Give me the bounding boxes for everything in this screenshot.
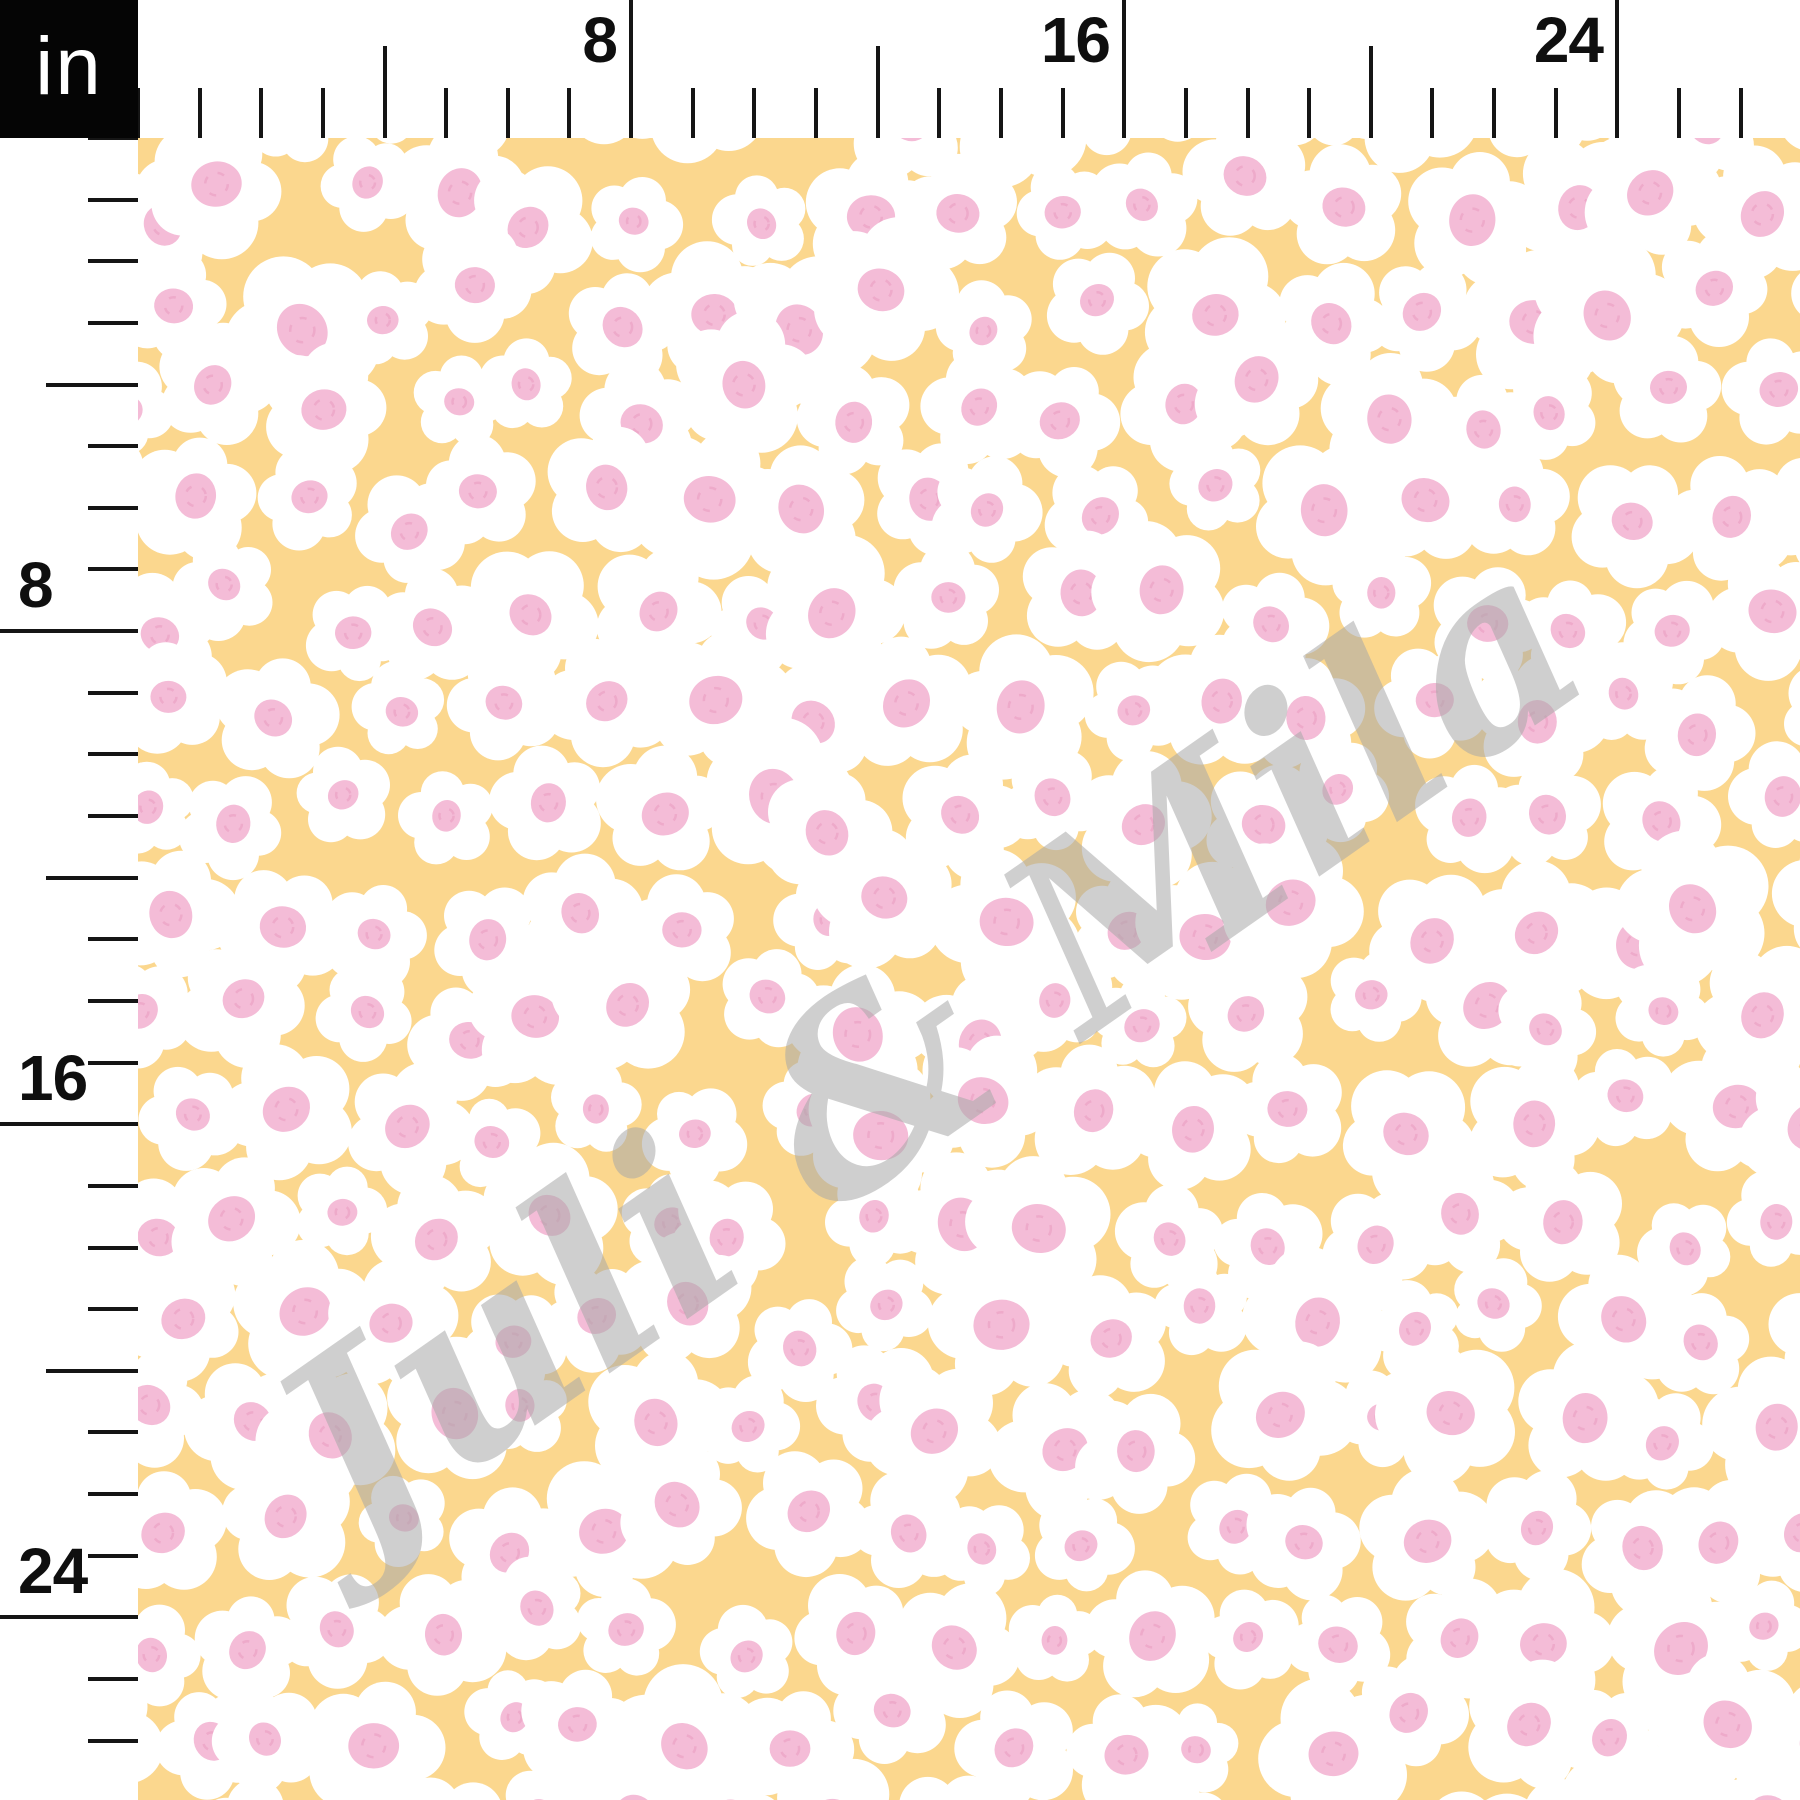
ruler-tick xyxy=(1246,88,1250,138)
ruler-tick xyxy=(1739,88,1743,138)
ruler-tick xyxy=(1554,88,1558,138)
ruler-tick xyxy=(198,88,202,138)
ruler-tick xyxy=(88,814,138,818)
ruler-vertical: 8 16 24 xyxy=(0,136,138,1800)
ruler-tick xyxy=(88,1739,138,1743)
ruler-tick xyxy=(88,444,138,448)
ruler-tick xyxy=(814,88,818,138)
ruler-label: 8 xyxy=(18,549,54,621)
ruler-tick xyxy=(88,567,138,571)
ruler-tick xyxy=(876,46,880,138)
ruler-label: 16 xyxy=(18,1042,88,1114)
ruler-tick xyxy=(46,383,138,387)
ruler-tick xyxy=(88,1677,138,1681)
ruler-label: 24 xyxy=(1533,4,1604,76)
ruler-tick xyxy=(88,1492,138,1496)
ruler-tick xyxy=(1184,88,1188,138)
ruler-tick xyxy=(444,88,448,138)
ruler-unit-box: in xyxy=(0,0,138,138)
ruler-tick xyxy=(88,1184,138,1188)
ruler-tick xyxy=(1369,46,1373,138)
ruler-tick xyxy=(88,691,138,695)
ruler-tick xyxy=(383,46,387,138)
ruler-tick xyxy=(1122,0,1126,138)
ruler-tick xyxy=(88,1430,138,1434)
ruler-tick xyxy=(88,1061,138,1065)
ruler-tick xyxy=(506,88,510,138)
ruler-tick xyxy=(88,1246,138,1250)
ruler-tick xyxy=(629,0,633,138)
ruler-tick xyxy=(0,1122,138,1126)
ruler-tick xyxy=(0,1615,138,1619)
ruler-unit-label: in xyxy=(35,21,103,112)
floral-pattern-svg xyxy=(138,138,1800,1800)
ruler-tick xyxy=(259,88,263,138)
fabric-swatch: Juli & Mila xyxy=(138,138,1800,1800)
ruler-tick xyxy=(88,937,138,941)
ruler-horizontal: 8 16 24 xyxy=(136,0,1800,138)
ruler-tick xyxy=(1307,88,1311,138)
ruler-tick xyxy=(1677,88,1681,138)
ruler-tick xyxy=(999,88,1003,138)
ruler-tick xyxy=(88,1307,138,1311)
ruler-label: 24 xyxy=(18,1535,88,1607)
ruler-tick xyxy=(88,321,138,325)
ruler-tick xyxy=(88,136,138,140)
ruler-label: 16 xyxy=(1040,4,1111,76)
ruler-tick xyxy=(88,999,138,1003)
ruler-tick xyxy=(88,198,138,202)
ruler-tick xyxy=(752,88,756,138)
ruler-tick xyxy=(1492,88,1496,138)
ruler-tick xyxy=(937,88,941,138)
ruler-tick xyxy=(1061,88,1065,138)
ruler-tick xyxy=(0,629,138,633)
ruler-tick xyxy=(88,259,138,263)
ruler-tick xyxy=(567,88,571,138)
ruler-tick xyxy=(88,752,138,756)
ruler-tick xyxy=(1430,88,1434,138)
ruler-tick xyxy=(1615,0,1619,138)
ruler-tick xyxy=(691,88,695,138)
ruler-tick xyxy=(136,88,140,138)
ruler-label: 8 xyxy=(582,4,618,76)
ruler-tick xyxy=(46,876,138,880)
ruler-tick xyxy=(88,1554,138,1558)
ruler-tick xyxy=(46,1369,138,1373)
ruler-tick xyxy=(321,88,325,138)
ruler-tick xyxy=(88,506,138,510)
